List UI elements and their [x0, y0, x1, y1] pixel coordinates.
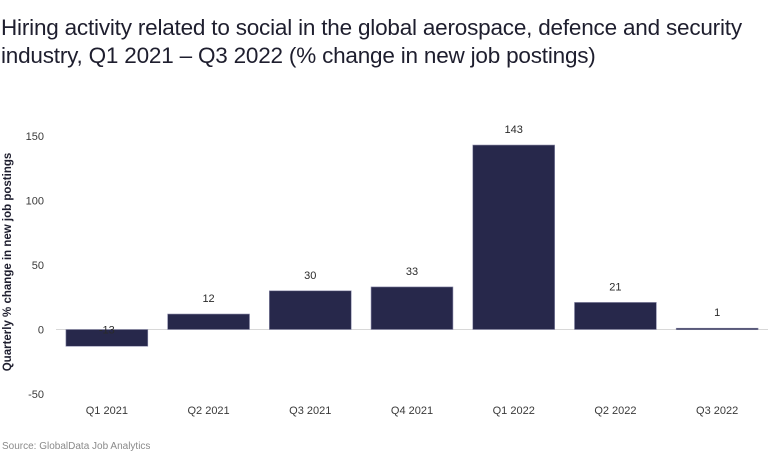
bars: [65, 144, 759, 347]
data-label: 143: [505, 124, 523, 136]
y-tick-label: -50: [28, 389, 44, 401]
bar-q2-2021: [167, 313, 250, 330]
x-tick-label: Q1 2021: [86, 405, 128, 417]
x-tick-label: Q3 2021: [289, 405, 331, 417]
y-tick-label: 100: [26, 196, 44, 208]
data-label: 21: [609, 281, 621, 293]
bar-q3-2022: [675, 327, 759, 331]
bar-q4-2021: [370, 286, 454, 330]
data-label: -13: [99, 325, 115, 337]
y-tick-label: 150: [26, 131, 44, 143]
bar-q3-2021: [269, 290, 352, 330]
source-note: Source: GlobalData Job Analytics: [2, 441, 151, 452]
data-label: 12: [202, 293, 214, 305]
y-tick-label: 50: [32, 260, 44, 272]
y-tick-label: 0: [38, 325, 44, 337]
data-labels: -13 12 30 33 143 21 1: [99, 124, 720, 336]
x-tick-label: Q2 2021: [187, 405, 229, 417]
bar-q2-2022: [574, 302, 657, 330]
bar-q1-2022: [472, 144, 555, 330]
x-tick-label: Q4 2021: [391, 405, 433, 417]
x-axis-ticks: Q1 2021 Q2 2021 Q3 2021 Q4 2021 Q1 2022 Q2 20…: [86, 405, 738, 417]
data-label: 33: [406, 266, 418, 278]
chart-title: Hiring activity related to social in the…: [1, 15, 742, 68]
x-tick-label: Q2 2022: [594, 405, 636, 417]
data-label: 30: [304, 270, 316, 282]
data-label: 1: [714, 307, 720, 319]
bar-q1-2021: [65, 329, 149, 347]
y-axis-label: Quarterly % change in new job postings: [2, 153, 14, 372]
x-tick-label: Q3 2022: [696, 405, 738, 417]
y-axis-ticks: 150 100 50 0 -50: [26, 131, 44, 401]
x-tick-label: Q1 2022: [493, 405, 535, 417]
